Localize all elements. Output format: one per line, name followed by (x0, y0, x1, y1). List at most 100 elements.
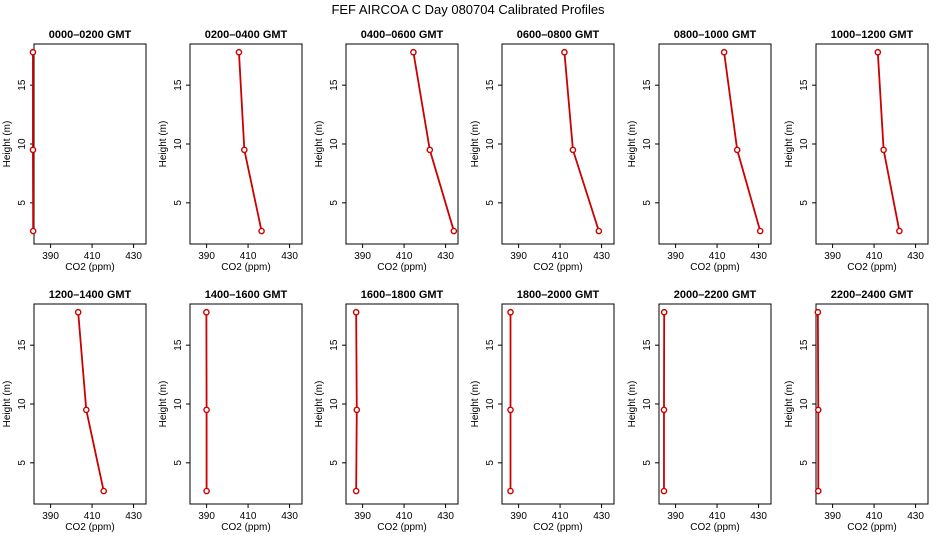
x-axis-label: CO2 (ppm) (533, 522, 582, 533)
plot-frame (346, 304, 458, 504)
data-point (897, 228, 902, 233)
x-tick-label: 390 (198, 251, 215, 262)
data-point (411, 50, 416, 55)
y-axis-label: Height (m) (158, 121, 169, 168)
x-axis-label: CO2 (ppm) (690, 262, 739, 273)
y-axis-label: Height (m) (470, 121, 481, 168)
data-point (875, 50, 880, 55)
data-point (259, 228, 264, 233)
data-point (508, 310, 513, 315)
y-tick-label: 5 (642, 200, 653, 206)
x-tick-label: 390 (667, 511, 684, 522)
panel-title: 2200–2400 GMT (831, 289, 914, 301)
x-tick-label: 390 (510, 511, 527, 522)
x-tick-label: 430 (125, 511, 142, 522)
co2-profile-line (356, 312, 357, 491)
x-axis-label: CO2 (ppm) (847, 262, 896, 273)
panel-title: 0200–0400 GMT (205, 29, 288, 41)
data-point (722, 50, 727, 55)
x-tick-label: 410 (866, 511, 883, 522)
x-tick-label: 430 (125, 251, 142, 262)
data-point (881, 147, 886, 152)
data-point (30, 147, 35, 152)
figure-title: FEF AIRCOA C Day 080704 Calibrated Profi… (331, 2, 605, 17)
co2-profile-line (564, 52, 598, 231)
y-tick-label: 10 (485, 398, 496, 410)
data-point (31, 228, 36, 233)
x-tick-label: 390 (667, 251, 684, 262)
y-axis-label: Height (m) (314, 121, 325, 168)
x-tick-label: 390 (42, 511, 59, 522)
x-axis-label: CO2 (ppm) (377, 262, 426, 273)
x-tick-label: 410 (552, 511, 569, 522)
data-point (76, 310, 81, 315)
plot-frame (816, 44, 928, 244)
x-tick-label: 430 (907, 511, 924, 522)
data-point (354, 488, 359, 493)
plot-frame (816, 304, 928, 504)
x-axis-label: CO2 (ppm) (65, 522, 114, 533)
data-point (84, 407, 89, 412)
y-tick-label: 15 (642, 339, 653, 351)
data-point (596, 228, 601, 233)
panel-title: 0400–0600 GMT (361, 29, 444, 41)
data-point (508, 407, 513, 412)
panel-title: 0600–0800 GMT (517, 29, 600, 41)
data-point (562, 50, 567, 55)
x-axis-label: CO2 (ppm) (221, 262, 270, 273)
x-tick-label: 410 (84, 511, 101, 522)
y-tick-label: 15 (799, 79, 810, 91)
data-point (816, 488, 821, 493)
x-tick-label: 410 (552, 251, 569, 262)
y-tick-label: 5 (329, 460, 340, 466)
x-tick-label: 430 (437, 251, 454, 262)
x-tick-label: 390 (824, 251, 841, 262)
x-tick-label: 390 (354, 251, 371, 262)
x-tick-label: 410 (396, 511, 413, 522)
plot-frame (502, 304, 614, 504)
y-tick-label: 15 (173, 79, 184, 91)
panel-title: 1400–1600 GMT (205, 289, 288, 301)
data-point (30, 50, 35, 55)
y-tick-label: 5 (485, 200, 496, 206)
plot-frame (34, 44, 146, 244)
y-axis-label: Height (m) (2, 381, 13, 428)
y-tick-label: 5 (329, 200, 340, 206)
co2-profile-line (78, 312, 104, 491)
data-point (508, 488, 513, 493)
panel-title: 0800–1000 GMT (674, 29, 757, 41)
data-point (354, 310, 359, 315)
y-tick-label: 10 (642, 398, 653, 410)
plot-frame (659, 304, 771, 504)
panel-title: 2000–2200 GMT (674, 289, 757, 301)
data-point (661, 407, 666, 412)
data-point (427, 147, 432, 152)
y-tick-label: 15 (642, 79, 653, 91)
x-tick-label: 430 (437, 511, 454, 522)
y-tick-label: 10 (329, 398, 340, 410)
y-tick-label: 10 (17, 138, 28, 150)
data-point (758, 228, 763, 233)
data-point (570, 147, 575, 152)
y-tick-label: 15 (485, 79, 496, 91)
y-axis-label: Height (m) (784, 121, 795, 168)
x-tick-label: 390 (354, 511, 371, 522)
y-tick-label: 5 (799, 200, 810, 206)
plot-frame (659, 44, 771, 244)
y-tick-label: 15 (799, 339, 810, 351)
x-axis-label: CO2 (ppm) (847, 522, 896, 533)
y-tick-label: 5 (17, 200, 28, 206)
x-axis-label: CO2 (ppm) (65, 262, 114, 273)
data-point (662, 310, 667, 315)
data-point (101, 488, 106, 493)
